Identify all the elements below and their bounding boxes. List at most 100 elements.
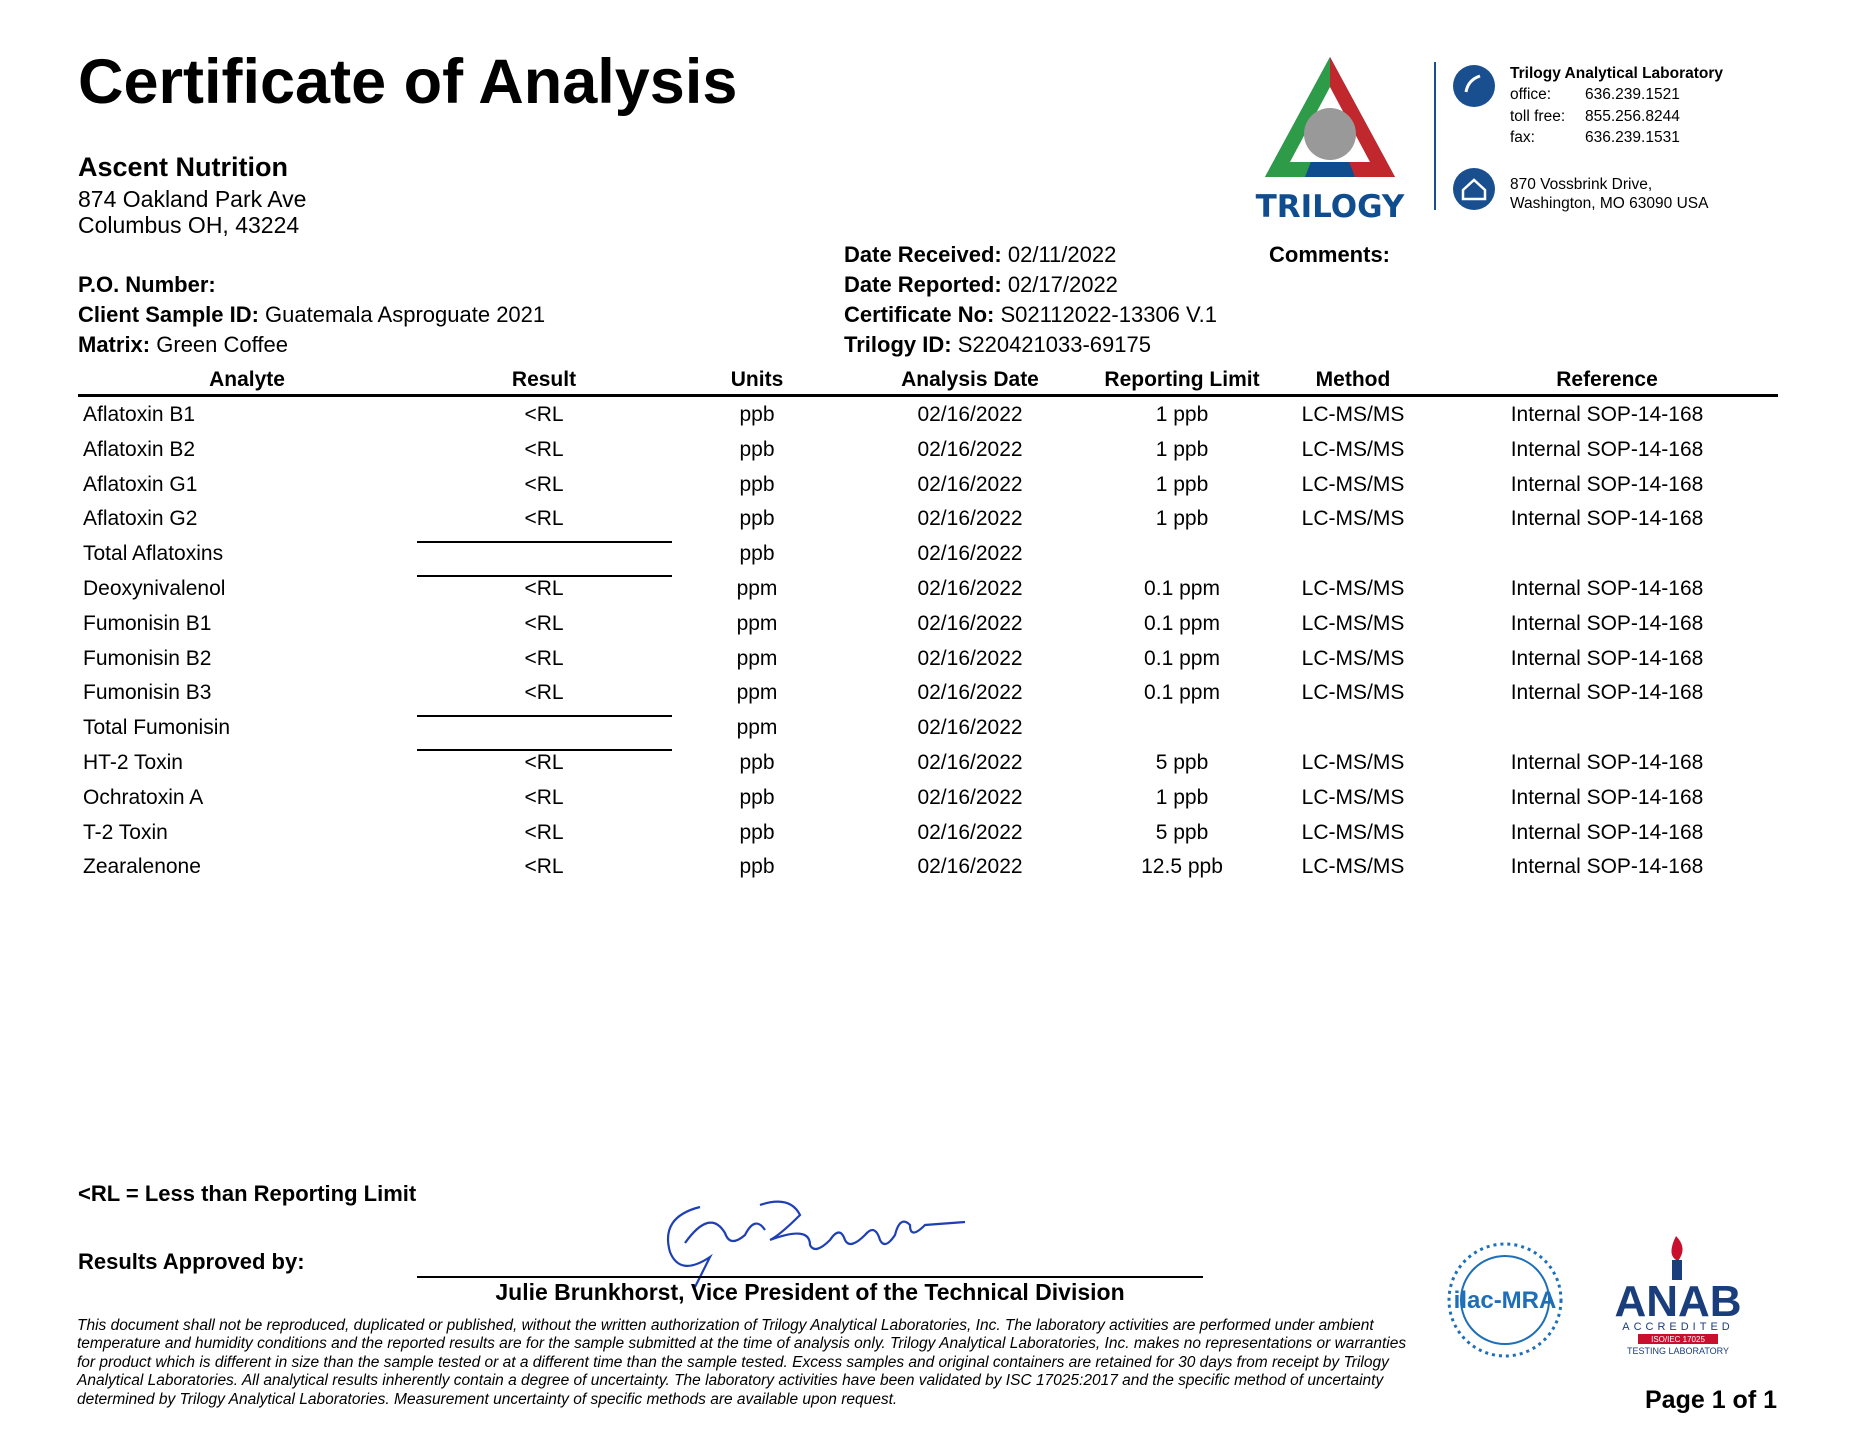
cell: LC-MS/MS	[1301, 751, 1405, 774]
comments-label: Comments:	[1269, 242, 1391, 267]
cell: Internal SOP-14-168	[1510, 472, 1704, 496]
analyte: HT-2 Toxin	[83, 751, 183, 774]
cell: LC-MS/MS	[1301, 785, 1405, 809]
field-value: 02/11/2022	[1007, 242, 1117, 267]
cell: ppm	[736, 646, 778, 670]
page-number: Page 1 of 1	[1645, 1386, 1777, 1414]
cell: LC-MS/MS	[1301, 507, 1405, 531]
cell: Internal SOP-14-168	[1510, 681, 1704, 705]
info-field: Certificate No: S02112022-13306 V.1	[844, 302, 1217, 328]
cell: 02/16/2022	[917, 855, 1023, 879]
contact-value: 636.239.1521	[1585, 86, 1680, 103]
anab-sub: ACCREDITED	[1622, 1321, 1734, 1333]
lab-address: Washington, MO 63090 USA	[1510, 195, 1709, 212]
cell: Internal SOP-14-168	[1510, 577, 1704, 600]
analyte: Fumonisin B3	[83, 681, 212, 705]
cell: ppb	[739, 820, 775, 844]
cell: <RL	[524, 681, 564, 705]
subtotal-rule	[417, 575, 672, 578]
info-field: Trilogy ID: S220421033-69175	[844, 332, 1151, 358]
cell: Internal SOP-14-168	[1510, 820, 1704, 844]
info-field: Matrix: Green Coffee	[78, 332, 288, 358]
cell: <RL	[524, 646, 564, 670]
cell: 1 ppb	[1155, 437, 1209, 461]
anab-iso: ISO/IEC 17025	[1651, 1335, 1705, 1344]
field-label: Matrix:	[78, 332, 151, 357]
cell: 02/16/2022	[917, 646, 1023, 670]
analyte: Fumonisin B2	[83, 646, 212, 670]
anab-text: ANAB	[1614, 1277, 1741, 1326]
column-header: Units	[730, 368, 784, 391]
column-header: Analyte	[209, 368, 285, 391]
cell: 0.1 ppm	[1144, 611, 1220, 635]
field-label: Date Received:	[844, 242, 1002, 267]
approved-label: Results Approved by:	[78, 1249, 305, 1274]
field-label: Certificate No:	[844, 302, 995, 327]
cell: LC-MS/MS	[1301, 646, 1405, 670]
cell: 02/16/2022	[917, 507, 1023, 531]
client-name: Ascent Nutrition	[78, 152, 289, 182]
contact-label: office:	[1510, 86, 1552, 103]
cell: 02/16/2022	[917, 751, 1023, 774]
cell: 02/16/2022	[917, 437, 1023, 461]
contact-value: 636.239.1531	[1585, 129, 1680, 146]
cell: ppb	[739, 403, 775, 426]
cell: 1 ppb	[1155, 507, 1209, 531]
cell: <RL	[524, 855, 564, 879]
cell: LC-MS/MS	[1301, 472, 1405, 496]
cell: ppm	[736, 716, 778, 740]
subtotal-rule	[417, 715, 672, 718]
ilac-text: ilac-MRA	[1454, 1287, 1557, 1314]
cell: <RL	[524, 785, 564, 809]
cell: <RL	[524, 507, 564, 531]
analyte: Aflatoxin G2	[83, 507, 198, 531]
signature-line	[417, 1276, 1203, 1278]
cell: Internal SOP-14-168	[1510, 855, 1704, 879]
field-label: Trilogy ID:	[844, 332, 952, 357]
analyte: Aflatoxin G1	[83, 472, 198, 496]
cell: 1 ppb	[1155, 403, 1209, 426]
subtotal-rule	[417, 749, 672, 752]
cell: <RL	[524, 611, 564, 635]
cell: ppb	[739, 542, 775, 566]
header-rule	[78, 394, 1778, 397]
column-header: Reporting Limit	[1104, 368, 1260, 391]
cell: 02/16/2022	[917, 785, 1023, 809]
field-value: Guatemala Asproguate 2021	[265, 302, 546, 327]
cell: 02/16/2022	[917, 611, 1023, 635]
cell: ppb	[739, 855, 775, 879]
cell: <RL	[524, 751, 564, 774]
subtotal-rule	[417, 541, 672, 544]
lab-address: 870 Vossbrink Drive,	[1510, 176, 1653, 193]
anab-logo: ANAB ACCREDITED ISO/IEC 17025 TESTING LA…	[1614, 1236, 1742, 1356]
cell: Internal SOP-14-168	[1510, 507, 1704, 531]
column-header: Method	[1315, 368, 1391, 391]
cell: LC-MS/MS	[1301, 611, 1405, 635]
analyte: Deoxynivalenol	[83, 577, 226, 600]
cell: <RL	[524, 437, 564, 461]
info-field: P.O. Number:	[78, 272, 216, 298]
info-field: Date Received: 02/11/2022	[844, 242, 1116, 268]
field-value: 02/17/2022	[1007, 272, 1118, 297]
cell: <RL	[524, 820, 564, 844]
client-address: Columbus OH, 43224	[78, 212, 300, 238]
cell: 02/16/2022	[917, 472, 1023, 496]
cell: 12.5 ppb	[1141, 855, 1223, 879]
cell: Internal SOP-14-168	[1510, 403, 1704, 426]
cell: LC-MS/MS	[1301, 681, 1405, 705]
divider	[1434, 62, 1436, 210]
analyte: Zearalenone	[83, 855, 201, 879]
cell: ppb	[739, 437, 775, 461]
cell: Internal SOP-14-168	[1510, 611, 1704, 635]
column-header: Analysis Date	[901, 368, 1039, 391]
logo-text: TRILOGY	[1256, 189, 1405, 225]
cell: LC-MS/MS	[1301, 855, 1405, 879]
disclaimer: This document shall not be reproduced, d…	[77, 1317, 1407, 1408]
analyte: T-2 Toxin	[83, 820, 168, 844]
contact-icons	[1453, 65, 1495, 210]
cell: ppb	[739, 507, 775, 531]
info-field: Client Sample ID: Guatemala Asproguate 2…	[78, 302, 545, 328]
cell: ppb	[739, 472, 775, 496]
cell: Internal SOP-14-168	[1510, 437, 1704, 461]
